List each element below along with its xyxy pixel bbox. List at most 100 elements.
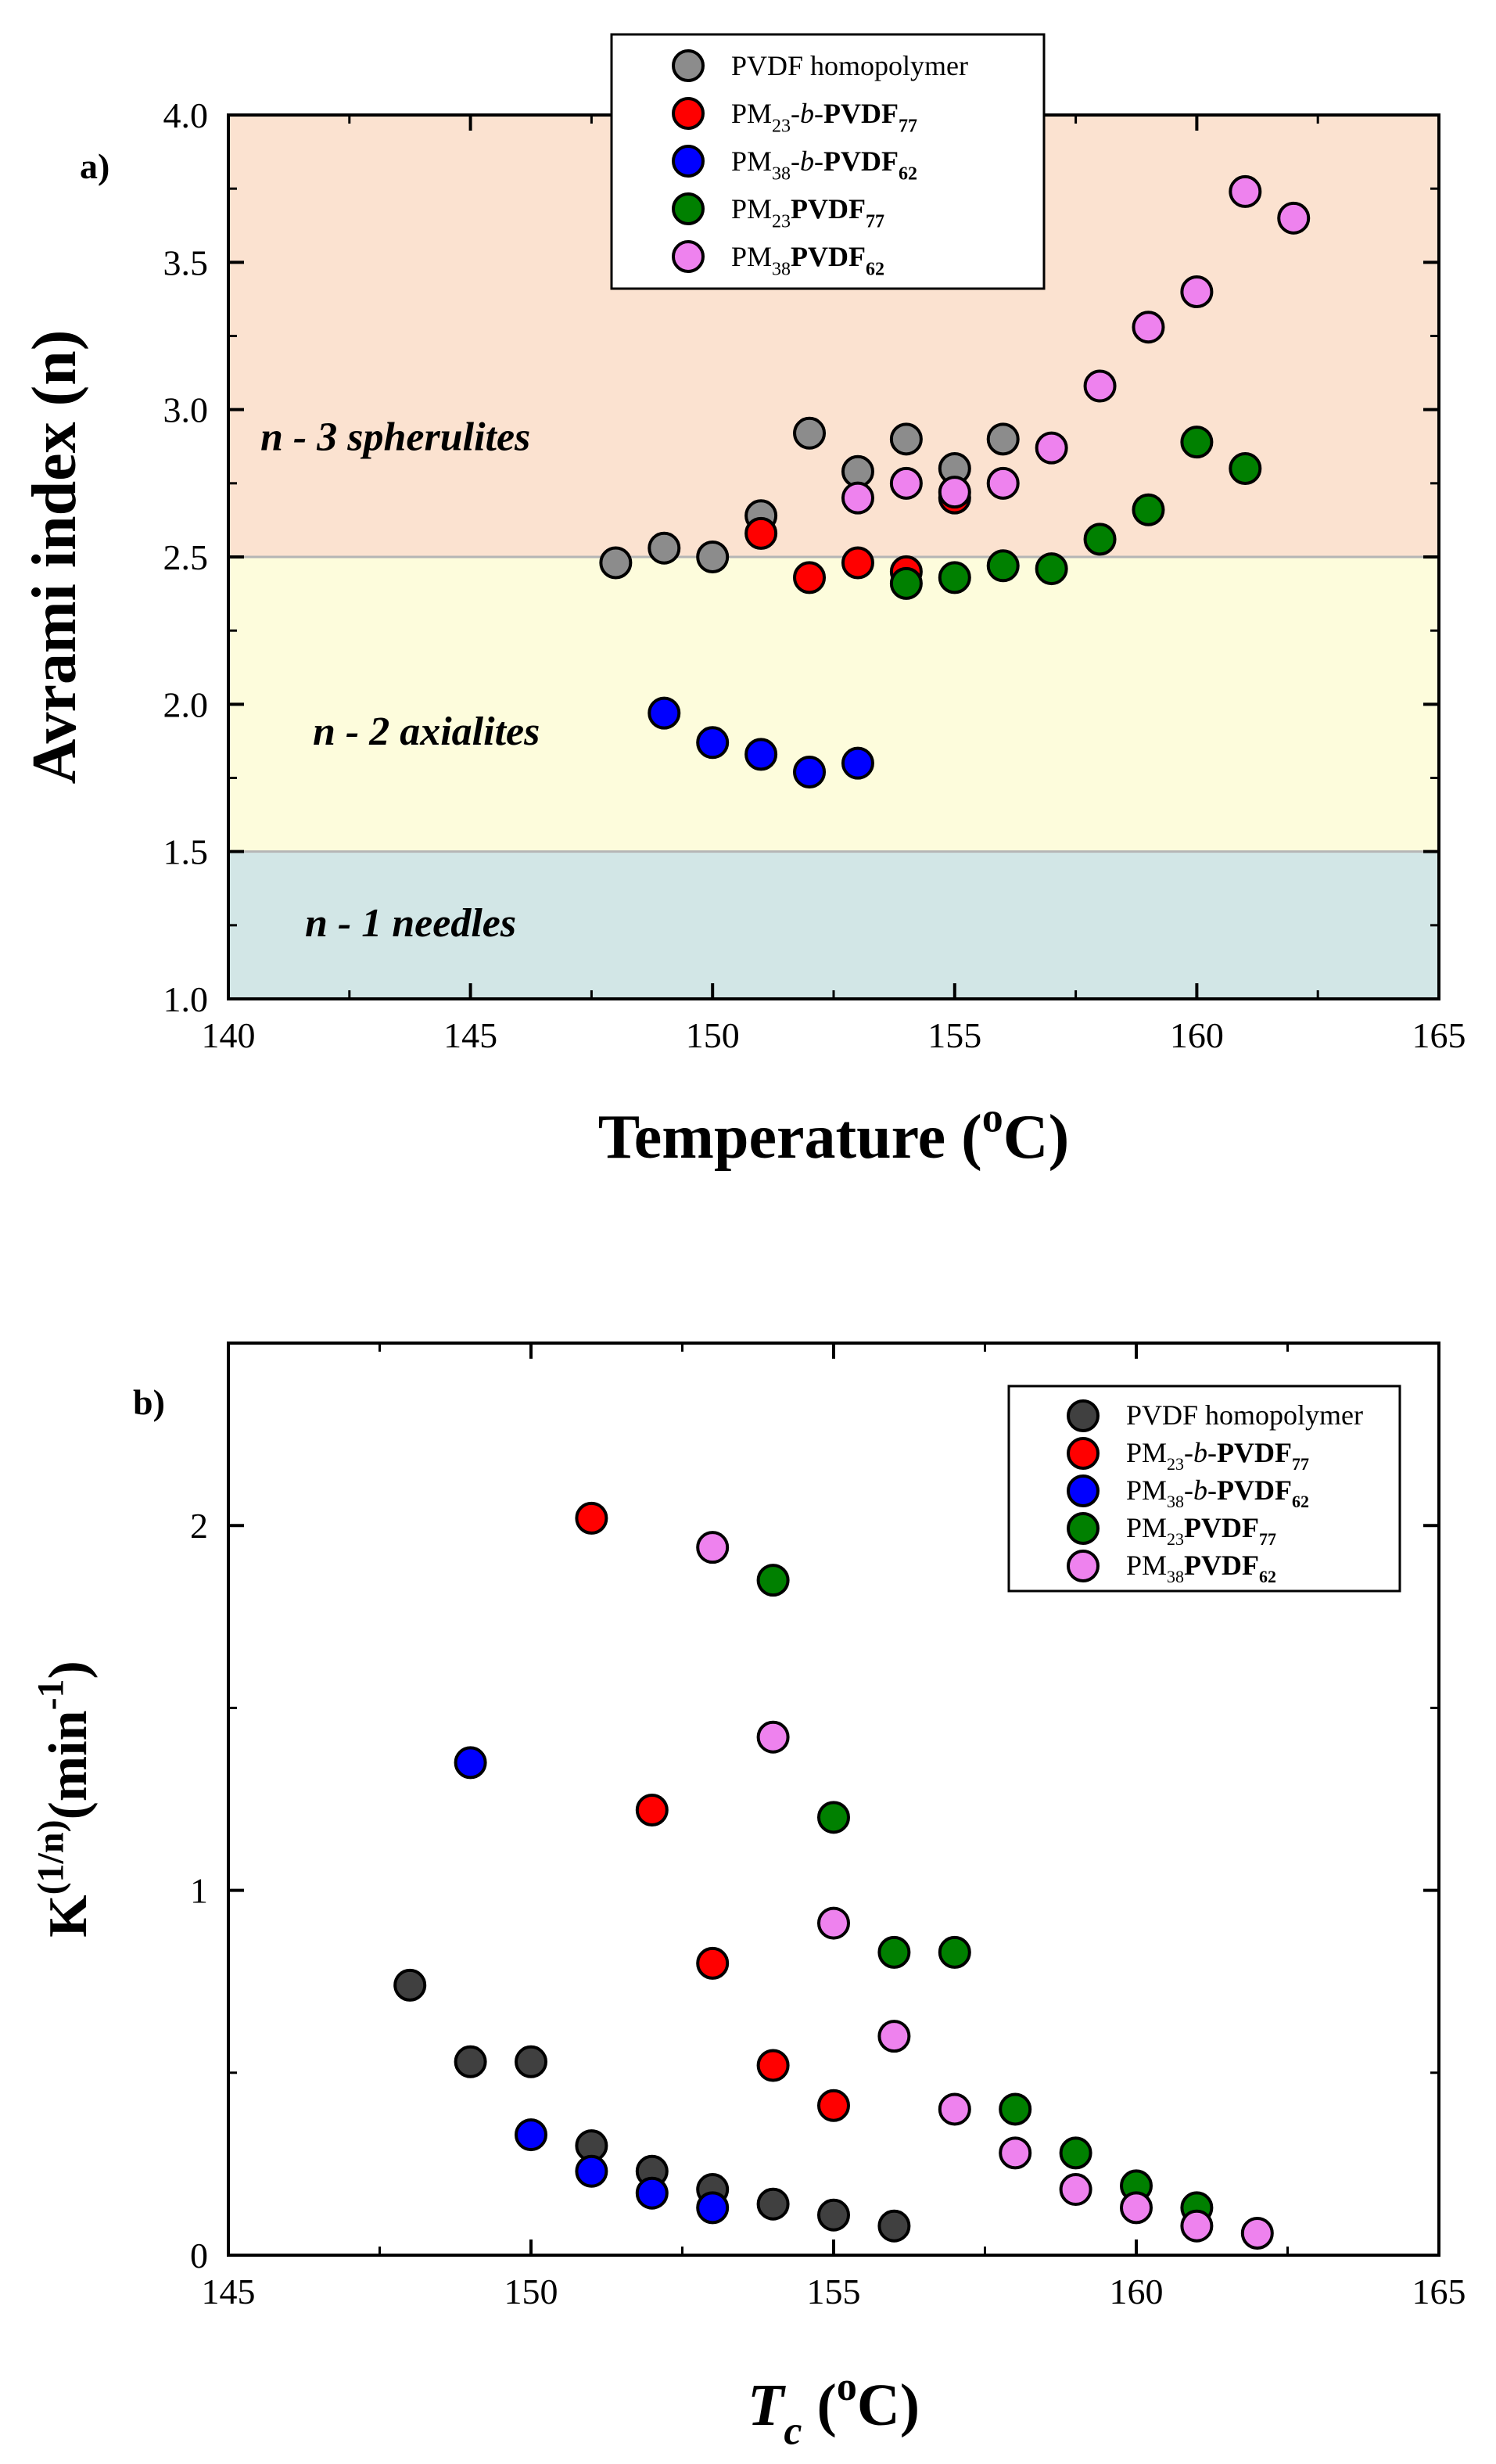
data-point-series-5: [1120, 2191, 1153, 2225]
y-tick-label: 2.0: [163, 684, 209, 724]
y-tick-label: 0: [190, 2236, 208, 2275]
region-band-3: [228, 851, 1439, 999]
data-point-series-5: [1277, 201, 1311, 235]
data-point-series-2: [841, 546, 874, 580]
data-point-series-4: [1132, 493, 1165, 526]
data-point-series-5: [877, 2020, 911, 2053]
region-label-2: n - 2 axialites: [313, 709, 540, 754]
data-point-series-1: [454, 2045, 487, 2078]
x-axis-title: Tc (oC): [748, 2365, 920, 2453]
region-band-2: [228, 557, 1439, 852]
data-point-series-5: [1180, 2209, 1214, 2243]
panel-label-a: a): [80, 146, 109, 186]
data-point-series-4: [938, 1935, 971, 1969]
data-point-series-4: [1083, 523, 1117, 556]
data-point-series-5: [1180, 275, 1214, 308]
legend-marker: [672, 49, 705, 82]
x-tick-label: 165: [1412, 1015, 1466, 1055]
data-point-series-5: [938, 476, 971, 509]
legend-marker: [1067, 1512, 1100, 1545]
data-point-series-2: [696, 1946, 730, 1980]
legend-entry-2: PM23-b-PVDF77: [731, 98, 917, 137]
panel-a-avrami-index-chart: n - 3 spherulites n - 2 axialites n - 1 ne…: [20, 33, 1466, 1172]
legend-entry-1: PVDF homopolymer: [1126, 1399, 1363, 1431]
x-tick-label: 165: [1412, 2272, 1466, 2311]
data-point-series-5: [841, 481, 874, 515]
data-point-series-3: [744, 738, 778, 771]
data-point-series-1: [393, 1968, 427, 2002]
legend-entry-5: PM38PVDF62: [731, 241, 884, 280]
legend-marker: [1067, 1399, 1100, 1432]
data-point-series-2: [817, 2089, 850, 2122]
x-tick-label: 145: [443, 1015, 497, 1055]
panel-b-rate-constant-chart: 145 150 155 160 165 0 1 2 Tc (oC) K(1/n)(min-1) b)…: [30, 1342, 1466, 2453]
legend: PVDF homopolymer PM23-b-PVDF77PM38-b-PVDF…: [1007, 1385, 1401, 1593]
data-point-series-3: [635, 2176, 669, 2210]
y-tick-label: 1.5: [163, 832, 209, 872]
data-point-series-5: [889, 466, 923, 500]
data-point-series-1: [648, 531, 681, 565]
data-point-series-2: [744, 516, 778, 550]
data-point-series-1: [793, 416, 827, 450]
data-point-series-3: [515, 2118, 547, 2152]
legend-entry-4: PM23PVDF77: [1126, 1512, 1276, 1549]
data-point-series-5: [1059, 2173, 1092, 2207]
legend-entry-4: PM23PVDF77: [731, 193, 884, 232]
data-point-series-1: [877, 2209, 911, 2243]
legend-marker: [672, 240, 705, 273]
data-point-series-3: [648, 696, 681, 730]
region-label-3: n - 1 needles: [305, 901, 516, 946]
data-point-series-4: [1229, 452, 1262, 485]
data-point-series-4: [756, 1564, 790, 1597]
legend-entry-2: PM23-b-PVDF77: [1126, 1437, 1309, 1474]
data-point-series-4: [817, 1801, 850, 1834]
legend-marker: [672, 97, 705, 130]
data-point-series-5: [817, 1906, 850, 1940]
legend-marker: [1067, 1437, 1100, 1470]
data-point-series-4: [986, 549, 1020, 583]
region-label-1: n - 3 spherulites: [260, 415, 530, 460]
data-point-series-4: [938, 561, 971, 594]
data-point-series-3: [696, 726, 730, 760]
x-tick-label: 155: [807, 2272, 861, 2311]
data-point-series-1: [817, 2198, 850, 2232]
y-tick-label: 2: [190, 1506, 208, 1546]
data-point-series-5: [986, 466, 1020, 500]
data-point-series-2: [635, 1793, 669, 1826]
data-point-series-5: [1132, 311, 1165, 344]
data-point-series-5: [756, 1720, 790, 1754]
data-point-series-4: [889, 566, 923, 600]
y-axis-title: K(1/n)(min-1): [30, 1661, 99, 1938]
data-point-series-5: [1240, 2217, 1274, 2250]
legend: PVDF homopolymerPM23-b-PVDF77PM38-b-PVDF…: [610, 33, 1046, 290]
panel-label-b: b): [133, 1382, 165, 1422]
x-tick-label: 140: [202, 1015, 256, 1055]
data-point-series-5: [1083, 369, 1117, 403]
legend-entry-5: PM38PVDF62: [1126, 1550, 1276, 1586]
data-point-series-1: [986, 422, 1020, 456]
y-tick-label: 3.5: [163, 242, 209, 282]
data-point-series-3: [696, 2191, 730, 2225]
y-tick-label: 3.0: [163, 390, 209, 430]
x-tick-label: 150: [686, 1015, 740, 1055]
data-point-series-3: [793, 755, 827, 788]
data-point-series-3: [841, 746, 874, 780]
data-point-series-4: [1059, 2136, 1092, 2170]
legend-entry-3: PM38-b-PVDF62: [1126, 1474, 1309, 1511]
data-point-series-5: [999, 2136, 1032, 2170]
legend-entry-3: PM38-b-PVDF62: [731, 145, 917, 185]
y-axis-title: Avrami index (n): [20, 330, 89, 785]
data-point-series-1: [756, 2187, 790, 2221]
data-point-series-4: [1035, 552, 1068, 586]
data-point-series-5: [938, 2092, 971, 2126]
data-point-series-5: [1035, 431, 1068, 465]
data-point-series-2: [793, 561, 827, 594]
y-tick-label: 4.0: [163, 95, 209, 135]
y-tick-label: 1.0: [163, 979, 209, 1019]
data-point-series-1: [599, 546, 633, 580]
data-point-series-4: [999, 2092, 1032, 2126]
data-point-series-2: [575, 1501, 608, 1535]
x-tick-label: 145: [202, 2272, 256, 2311]
y-tick-label: 2.5: [163, 537, 209, 577]
